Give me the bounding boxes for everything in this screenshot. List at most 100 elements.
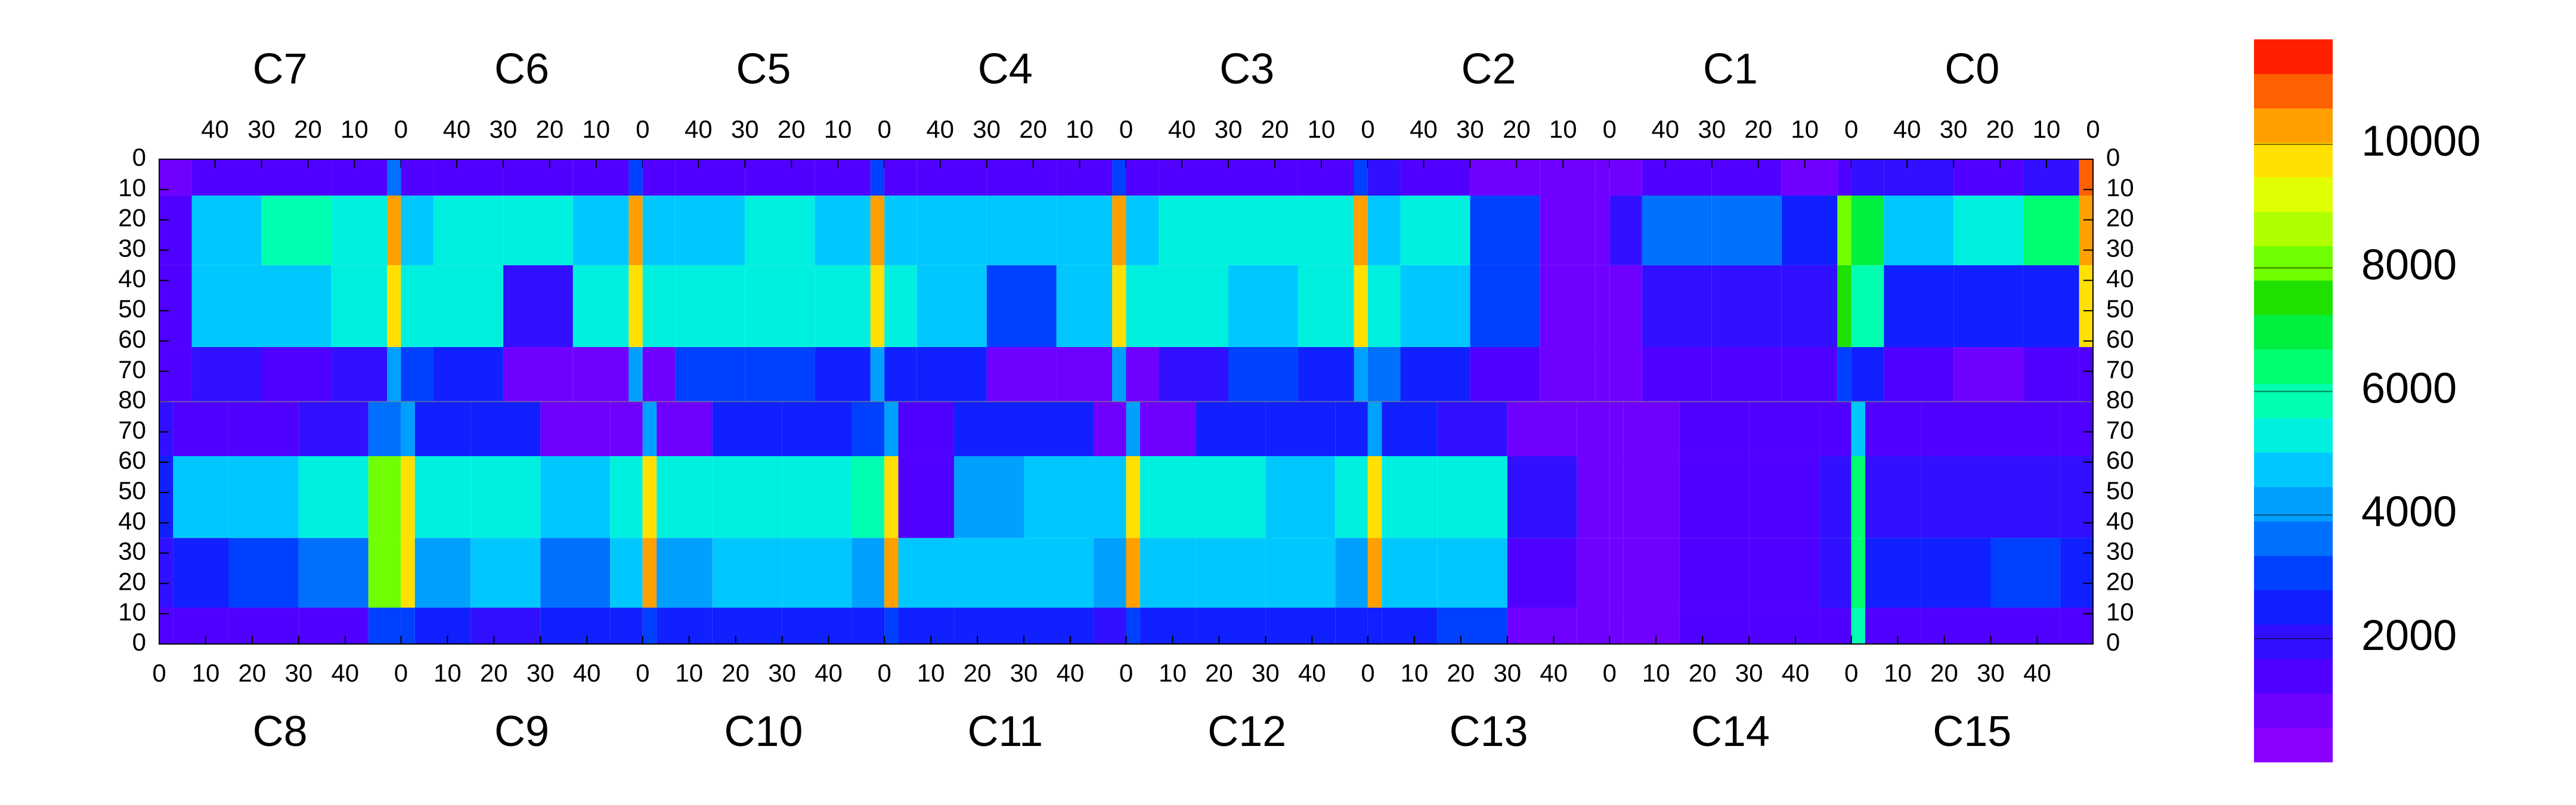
heat-cell	[2079, 195, 2093, 265]
heat-cell	[1749, 608, 1819, 644]
colorbar-swatch	[2254, 590, 2333, 625]
heat-cell	[610, 456, 643, 538]
x-tick-label: 20	[1689, 659, 1717, 687]
heat-cell	[815, 265, 871, 348]
heat-cell	[1679, 608, 1750, 644]
colorbar-swatch	[2254, 452, 2333, 487]
heat-cell	[1126, 195, 1159, 265]
heat-cell	[261, 265, 332, 348]
heat-cell	[1609, 608, 1624, 644]
x-tick-label: 20	[294, 115, 322, 143]
y-tick-label: 40	[2106, 507, 2134, 535]
chip-label: C10	[724, 708, 803, 756]
heat-cell	[1749, 456, 1819, 538]
heat-cell	[1837, 265, 1852, 348]
heat-cell	[1400, 159, 1470, 196]
x-tick-label: 30	[1010, 659, 1038, 687]
x-tick-label: 40	[1651, 115, 1679, 143]
heat-cell	[642, 347, 676, 402]
heat-cell	[1990, 401, 2061, 456]
heat-cell	[675, 159, 745, 196]
x-tick-label: 0	[1844, 115, 1858, 143]
x-tick-label: 0	[1361, 115, 1374, 143]
heat-cell	[782, 608, 852, 644]
y-tick-label: 0	[2106, 143, 2120, 171]
colorbar-tick-label: 4000	[2361, 488, 2457, 536]
heat-cell	[1159, 347, 1229, 402]
heat-cell	[1781, 347, 1838, 402]
x-tick-label: 30	[973, 115, 1001, 143]
heat-cell	[1470, 265, 1540, 348]
x-tick-label: 0	[636, 659, 649, 687]
heat-cell	[503, 265, 573, 348]
heat-cell	[298, 401, 369, 456]
heat-cell	[1470, 159, 1540, 196]
heat-cell	[782, 538, 852, 608]
x-tick-label: 10	[1791, 115, 1819, 143]
y-tick-label: 70	[2106, 355, 2134, 383]
y-tick-label: 70	[2106, 416, 2134, 444]
heat-cell	[414, 538, 471, 608]
heat-cell	[1953, 195, 2024, 265]
heat-cell	[1335, 538, 1368, 608]
x-tick-label: 10	[1400, 659, 1428, 687]
heat-cell	[642, 608, 657, 644]
chip-label: C7	[253, 45, 308, 93]
heat-cell	[1711, 195, 1782, 265]
heat-cell	[1609, 265, 1642, 348]
x-tick-label: 20	[1019, 115, 1047, 143]
heat-cell	[470, 401, 541, 456]
y-tick-label: 10	[2106, 597, 2134, 626]
x-tick-label: 20	[1503, 115, 1531, 143]
heat-cell	[1623, 608, 1680, 644]
heat-cell	[1298, 195, 1354, 265]
heat-cell	[2060, 538, 2093, 608]
heat-cell	[1023, 401, 1094, 456]
heat-cell	[1990, 538, 2061, 608]
y-tick-label: 60	[2106, 446, 2134, 474]
heat-cell	[1837, 195, 1852, 265]
heat-cell	[712, 538, 782, 608]
chip-label: C8	[253, 708, 308, 756]
heat-cell	[1749, 401, 1819, 456]
x-tick-label: 0	[2086, 115, 2100, 143]
chip-label: C0	[1945, 45, 1999, 93]
heat-cell	[1367, 347, 1401, 402]
heat-cell	[191, 195, 262, 265]
heat-cell	[1953, 159, 2024, 196]
heat-cell	[1507, 608, 1577, 644]
x-tick-label: 30	[768, 659, 796, 687]
chip-label: C11	[967, 708, 1043, 756]
x-tick-label: 0	[394, 115, 408, 143]
heat-cell	[1126, 608, 1140, 644]
heat-cell	[628, 347, 643, 402]
heat-cell	[642, 195, 676, 265]
x-tick-label: 20	[1744, 115, 1772, 143]
chip-label: C4	[978, 45, 1033, 93]
heat-cell	[2060, 608, 2093, 644]
heat-cell	[1023, 608, 1094, 644]
colorbar-swatch	[2254, 727, 2333, 763]
heat-cell	[1540, 265, 1596, 348]
heat-cell	[540, 538, 611, 608]
heat-cell	[1382, 608, 1438, 644]
heat-cell	[572, 159, 629, 196]
heat-cell	[159, 195, 192, 265]
heat-cell	[2079, 265, 2093, 348]
heat-cell	[368, 401, 401, 456]
y-tick-label: 20	[2106, 567, 2134, 595]
heat-cell	[298, 608, 369, 644]
x-tick-label: 0	[152, 659, 166, 687]
heat-cell	[228, 401, 299, 456]
heat-cell	[1382, 456, 1438, 538]
colorbar-swatch	[2254, 143, 2333, 178]
x-tick-label: 30	[247, 115, 275, 143]
x-tick-label: 10	[1549, 115, 1577, 143]
heat-cell	[1609, 347, 1642, 402]
heat-cell	[1367, 608, 1382, 644]
x-tick-label: 10	[192, 659, 220, 687]
heat-cell	[1367, 159, 1401, 196]
x-tick-label: 30	[1698, 115, 1726, 143]
heat-cell	[1577, 456, 1610, 538]
heat-cell	[1507, 538, 1577, 608]
